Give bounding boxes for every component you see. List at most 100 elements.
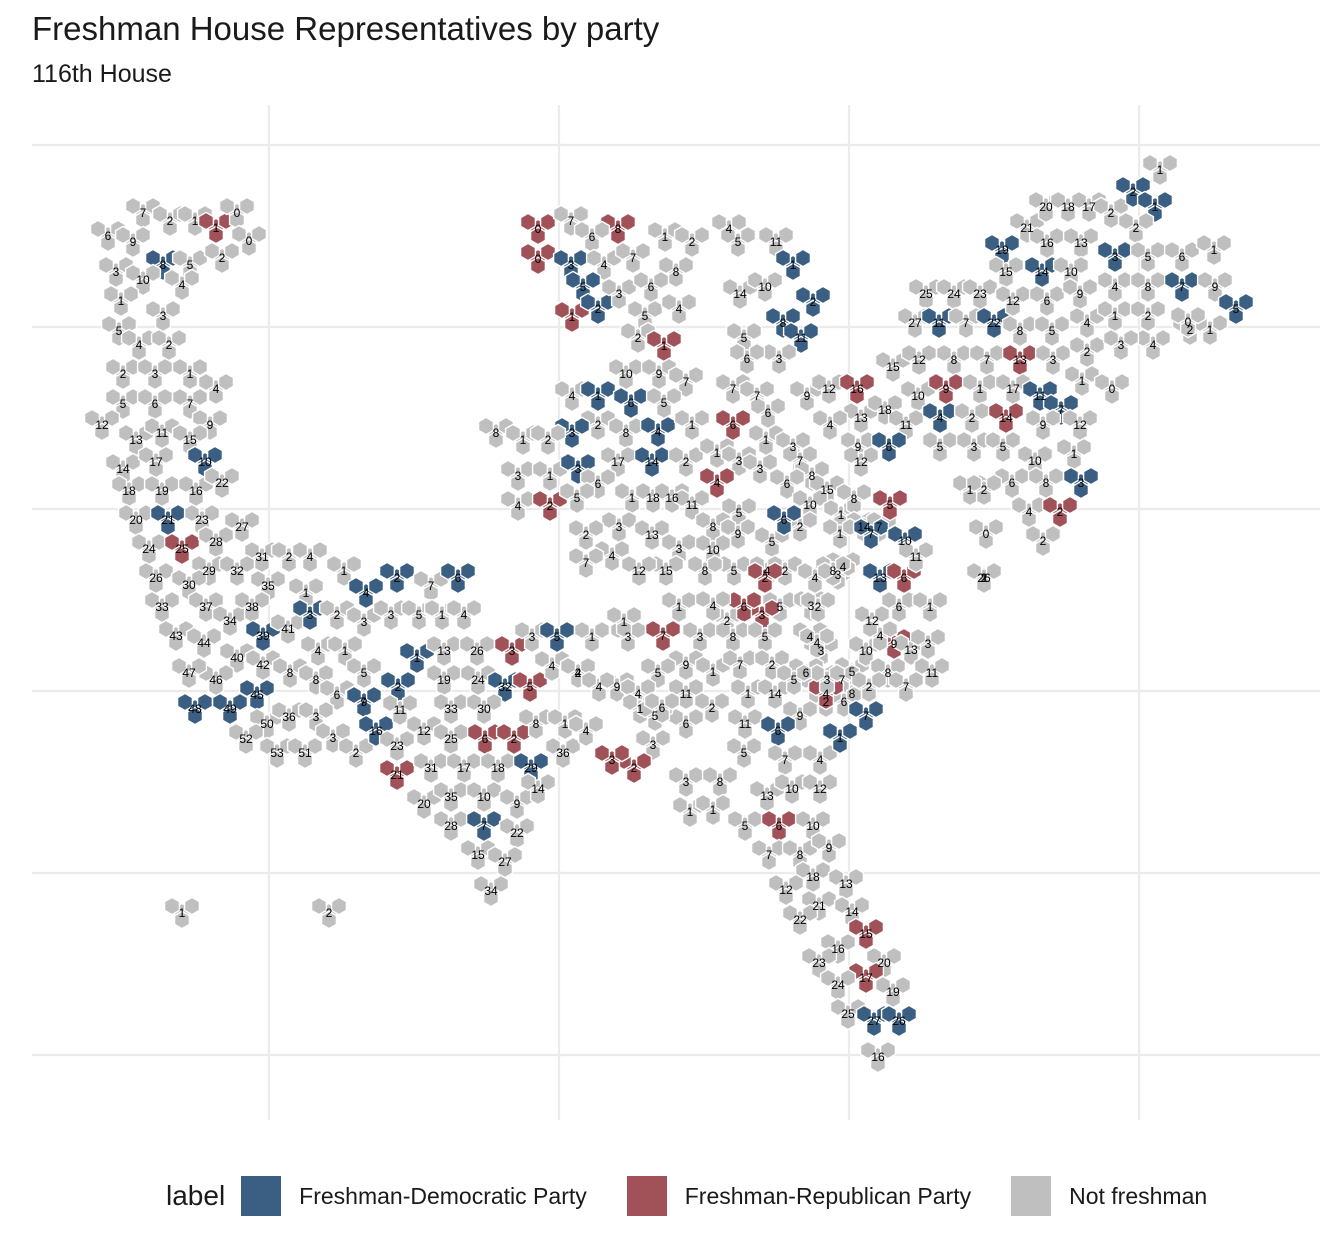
district-label: 9 [683,658,690,672]
district-hex [422,765,440,785]
district-hex [680,292,698,312]
district-label: 6 [659,701,666,715]
district-label: 14 [845,905,859,919]
district-label: 9 [1212,280,1219,294]
district-hex [143,474,161,494]
district-label: 4 [549,659,556,673]
district-label: 3 [818,644,825,658]
district-hex [1237,292,1255,312]
district-hex [217,372,235,392]
district-hex [579,292,597,312]
district-label: 8 [851,492,858,506]
district-label: 8 [493,426,500,440]
district-hex [748,342,766,362]
district-hex [850,670,868,690]
district-hex [719,225,737,245]
district-hex [281,670,299,690]
district-hex [600,277,618,297]
district-hex [1217,292,1235,312]
district-hex [613,539,631,559]
district-hex [146,371,164,391]
district-hex [1161,153,1179,173]
district-hex [796,561,814,581]
district-hex [97,255,115,275]
district-label: 6 [334,688,341,702]
district-hex [388,743,406,763]
district-label: 5 [661,396,668,410]
district-label: 5 [1145,250,1152,264]
district-hex [619,321,637,341]
district-hex [892,633,910,653]
district-hex [862,531,880,551]
district-hex [1062,393,1080,413]
district-hex [573,416,591,436]
district-hex [1016,444,1034,464]
district-hex [677,779,695,799]
district-hex [777,225,795,245]
district-label: 4 [601,258,608,272]
district-label: 20 [877,956,891,970]
district-hex [486,670,504,690]
district-hex [1028,284,1046,304]
district-label: 4 [676,302,683,316]
district-hex [759,714,777,734]
district-hex [736,823,754,843]
district-label: 1 [689,418,696,432]
district-hex [656,234,674,254]
district-label: 23 [390,739,404,753]
district-hex [487,430,505,450]
district-hex [258,736,276,756]
district-hex [704,669,722,689]
district-hex [694,533,712,553]
district-label: 10 [1028,454,1042,468]
district-label: 6 [803,666,810,680]
district-hex [1149,240,1167,260]
district-hex [734,408,752,428]
district-hex [859,1040,877,1060]
district-hex [306,736,324,756]
district-hex [804,299,822,319]
district-hex [929,627,947,647]
district-label: 23 [195,513,209,527]
district-label: 11 [933,316,946,330]
district-hex [531,459,549,479]
district-hex [400,598,418,618]
district-hex [847,917,865,937]
district-hex [1169,305,1187,325]
district-hex [781,903,799,923]
district-label: 7 [737,658,744,672]
district-hex [1034,538,1052,558]
district-hex [458,634,476,654]
district-hex [871,488,889,508]
district-hex [630,568,648,588]
district-hex [786,743,804,763]
district-hex [917,540,935,560]
district-hex [900,343,918,363]
district-hex [673,225,691,245]
district-label: 8 [287,666,294,680]
district-label: 5 [655,666,662,680]
district-hex [619,212,637,232]
district-label: 19 [995,243,1009,257]
district-hex [104,387,122,407]
district-hex [857,713,875,733]
district-label: 9 [735,527,742,541]
district-hex [1081,408,1099,428]
district-hex [506,845,524,865]
district-hex [270,700,288,720]
district-hex [867,699,885,719]
district-hex [1024,524,1042,544]
district-hex [1112,342,1130,362]
district-hex [726,809,744,829]
district-hex [346,634,364,654]
district-label: 1 [213,221,220,235]
district-hex [788,379,806,399]
district-hex [243,510,261,530]
district-hex [412,569,430,589]
district-hex [1078,320,1096,340]
district-label: 29 [202,564,216,578]
district-hex [559,656,577,676]
district-hex [780,342,798,362]
district-label: 7 [876,520,883,534]
legend-item-other: Not freshman [1011,1176,1207,1216]
